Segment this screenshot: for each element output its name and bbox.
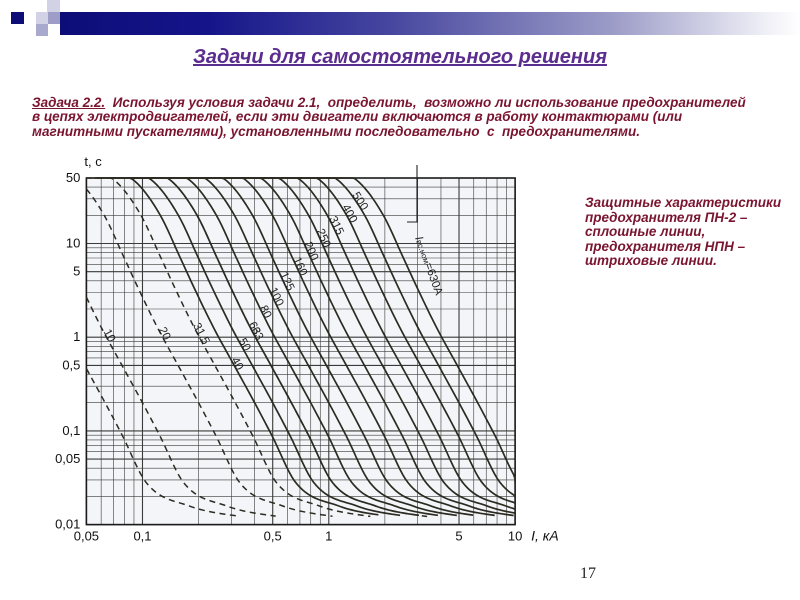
svg-text:10: 10 bbox=[66, 235, 80, 250]
svg-text:t, с: t, с bbox=[84, 154, 102, 169]
svg-text:0,1: 0,1 bbox=[133, 529, 151, 544]
svg-text:5: 5 bbox=[73, 264, 80, 279]
svg-text:10: 10 bbox=[508, 529, 522, 544]
svg-text:1: 1 bbox=[73, 329, 80, 344]
svg-text:50: 50 bbox=[66, 170, 80, 185]
svg-text:0,05: 0,05 bbox=[55, 451, 80, 466]
svg-text:0,5: 0,5 bbox=[264, 529, 282, 544]
svg-text:5: 5 bbox=[455, 529, 462, 544]
svg-text:1: 1 bbox=[325, 529, 332, 544]
svg-text:0,5: 0,5 bbox=[62, 357, 80, 372]
svg-text:0,1: 0,1 bbox=[62, 423, 80, 438]
svg-text:0,05: 0,05 bbox=[74, 529, 99, 544]
svg-text:I, кА: I, кА bbox=[531, 528, 559, 544]
